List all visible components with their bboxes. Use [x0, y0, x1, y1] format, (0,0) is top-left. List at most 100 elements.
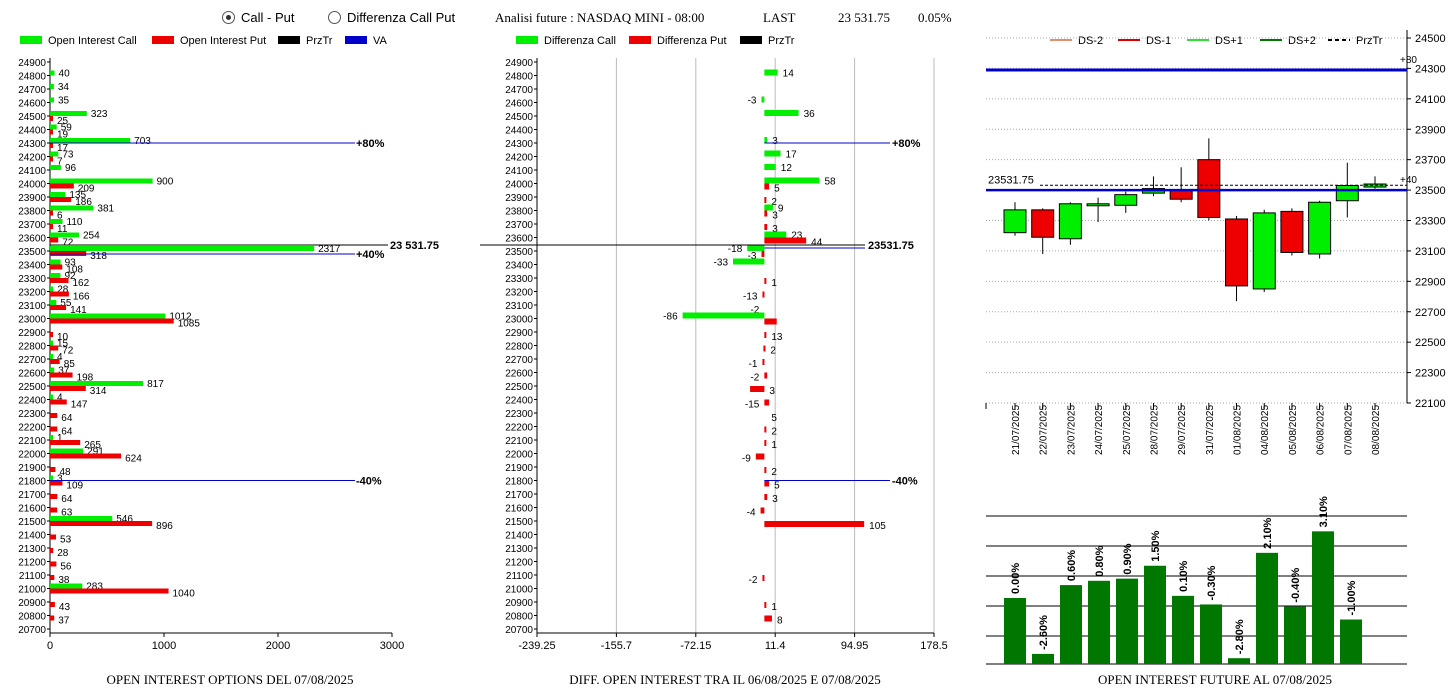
diff-call-bar: [764, 150, 781, 157]
diff-call-bar: [761, 96, 765, 103]
future-oi-bar: [1228, 658, 1250, 664]
diff-put-label: 3: [772, 211, 778, 222]
put-value-label: 64: [61, 427, 73, 438]
diff-call-bar: [764, 110, 799, 116]
future-oi-label: -2.80%: [1234, 619, 1246, 654]
strike-label: 22500: [18, 382, 46, 393]
call-bar: [50, 273, 61, 278]
strike-label: 23600: [18, 234, 46, 245]
strike-label: 24300: [18, 139, 46, 150]
date-label: 28/07/2025: [1149, 405, 1160, 455]
put-bar: [50, 183, 74, 189]
radio-differenza[interactable]: Differenza Call Put: [328, 10, 455, 25]
radio-unselected-icon[interactable]: [328, 11, 341, 24]
diff-call-bar: [682, 312, 765, 319]
date-label: 31/07/2025: [1205, 405, 1216, 455]
put-value-label: 11: [57, 224, 68, 235]
x-tick-label: 3000: [380, 640, 404, 652]
put-value-label: 72: [62, 238, 74, 249]
candle-body: [1086, 203, 1110, 207]
diff-put-bar: [764, 494, 768, 500]
date-label: 29/07/2025: [1177, 405, 1188, 455]
y-tick-label: 24100: [1415, 94, 1446, 106]
strike-label: 21700: [18, 490, 46, 501]
future-oi-label: 2.10%: [1262, 517, 1274, 548]
call-value-label: 2317: [318, 244, 341, 255]
put-value-label: 38: [58, 575, 70, 586]
diff-put-label: 2: [770, 346, 776, 357]
put-value-label: 43: [59, 602, 71, 613]
put-value-label: 147: [71, 400, 88, 411]
call-value-label: 93: [65, 258, 77, 269]
diff-call-bar: [764, 69, 778, 76]
strike-label: 23800: [18, 207, 46, 218]
put-bar: [50, 318, 174, 324]
put-value-label: 265: [84, 440, 101, 451]
strike-label: 24400: [18, 126, 46, 137]
put-value-label: 28: [57, 548, 69, 559]
put-value-label: 896: [156, 521, 173, 532]
strike-label: 22700: [18, 355, 46, 366]
date-label: 08/08/2025: [1371, 405, 1382, 455]
diff-put-label: 8: [777, 616, 783, 627]
future-oi-bar: [1116, 578, 1138, 664]
legend-label: Differenza Call: [544, 35, 616, 47]
put-bar: [50, 615, 55, 621]
call-bar: [50, 151, 59, 157]
call-value-label: 1012: [169, 312, 192, 323]
diff-put-label: -9: [742, 454, 751, 465]
strike-label: 22200: [505, 423, 533, 434]
strike-label: 24700: [505, 85, 533, 96]
legend-label: Open Interest Put: [180, 35, 266, 47]
price-label: 23531.75: [988, 174, 1034, 186]
diff-put-label: -15: [745, 400, 760, 411]
strike-label: 23800: [505, 207, 533, 218]
legend-label: PrzTr: [768, 35, 795, 47]
strike-label: 21700: [505, 490, 533, 501]
strike-label: 21300: [505, 544, 533, 555]
put-value-label: 186: [75, 197, 92, 208]
put-bar: [50, 575, 55, 580]
put-value-label: 1040: [173, 589, 196, 600]
call-bar: [50, 313, 166, 319]
level-label: +40: [1400, 175, 1417, 186]
date-label: 23/07/2025: [1066, 405, 1077, 455]
strike-label: 23400: [505, 261, 533, 272]
put-bar: [50, 561, 57, 567]
diff-call-label: 3: [772, 136, 778, 147]
strike-label: 20700: [505, 625, 533, 636]
candle-body: [1197, 159, 1221, 218]
put-value-label: 209: [78, 184, 95, 195]
x-tick-label: 178.5: [920, 640, 948, 652]
call-value-label: 283: [86, 582, 103, 593]
radio-call-put[interactable]: Call - Put: [222, 10, 294, 25]
call-bar: [50, 286, 54, 292]
y-tick-label: 22700: [1415, 307, 1446, 319]
strike-label: 22800: [505, 342, 533, 353]
level-label: +80: [1400, 55, 1417, 66]
strike-label: 23900: [18, 193, 46, 204]
radio-selected-icon[interactable]: [222, 11, 235, 24]
last-label: LAST: [763, 10, 796, 25]
diff-call-bar: [764, 164, 776, 170]
strike-label: 23500: [505, 247, 533, 258]
legend-label: DS+2: [1288, 35, 1316, 47]
diff-put-bar: [764, 183, 770, 190]
strike-label: 24200: [505, 153, 533, 164]
x-tick-label: 0: [47, 640, 53, 652]
chart2-title: DIFF. OPEN INTEREST TRA IL 06/08/2025 E …: [569, 672, 881, 687]
strike-label: 22000: [18, 450, 46, 461]
call-bar: [50, 435, 53, 440]
put-value-label: 198: [77, 373, 94, 384]
strike-label: 23100: [18, 301, 46, 312]
strike-label: 22300: [505, 409, 533, 420]
call-bar: [50, 300, 57, 305]
future-oi-bar: [1060, 585, 1082, 664]
y-tick-label: 23100: [1415, 246, 1446, 258]
call-bar: [50, 340, 53, 346]
put-value-label: 624: [125, 454, 142, 465]
call-bar: [50, 165, 61, 170]
price-marker-label: 23531.75: [868, 240, 914, 252]
call-value-label: 4: [57, 352, 63, 363]
diff-put-bar: [764, 237, 807, 244]
